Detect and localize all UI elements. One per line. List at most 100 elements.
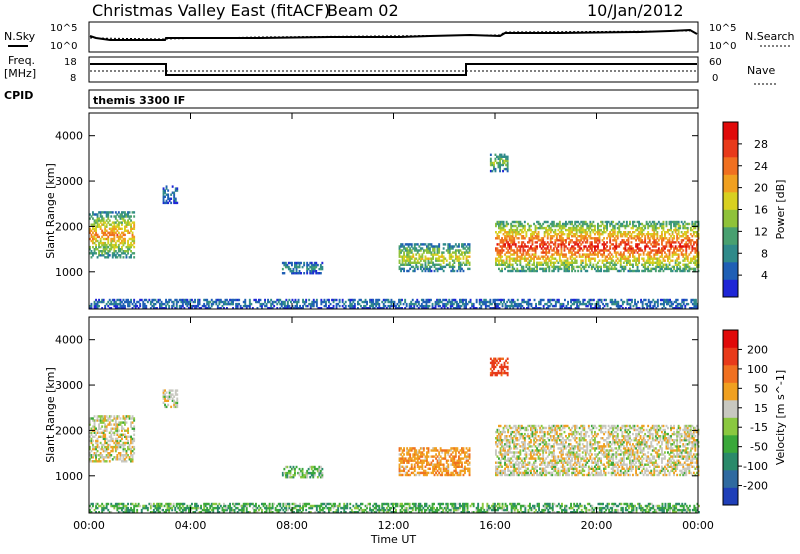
echo-cell-power xyxy=(486,300,489,304)
echo-cell-power xyxy=(456,269,459,273)
echo-cell-power xyxy=(107,241,110,245)
echo-cell-power xyxy=(586,239,589,242)
echo-cell-velocity xyxy=(90,417,93,420)
echo-cell-power xyxy=(401,259,404,262)
echo-cell-power xyxy=(639,226,642,230)
echo-cell-power xyxy=(445,263,448,266)
echo-cell-velocity xyxy=(465,461,468,464)
echo-cell-velocity xyxy=(116,425,119,428)
echo-cell-power xyxy=(688,222,691,226)
echo-cell-power xyxy=(398,298,400,302)
echo-cell-power xyxy=(162,191,165,194)
echo-cell-power xyxy=(276,307,279,310)
echo-cell-power xyxy=(581,255,584,258)
echo-cell-power xyxy=(662,237,665,240)
echo-cell-power xyxy=(434,307,437,310)
echo-cell-power xyxy=(622,269,625,273)
echo-cell-velocity xyxy=(467,467,469,470)
echo-cell-power xyxy=(490,302,493,306)
echo-cell-power xyxy=(694,226,697,230)
echo-cell-power xyxy=(662,245,665,248)
echo-cell-power xyxy=(653,255,656,258)
echo-cell-power xyxy=(114,227,117,230)
echo-cell-power xyxy=(597,247,599,250)
echo-cell-power xyxy=(645,220,648,224)
echo-cell-power xyxy=(429,261,431,264)
echo-cell-power xyxy=(489,169,492,173)
echo-cell-power xyxy=(661,261,663,264)
echo-cell-power xyxy=(665,243,668,246)
echo-cell-power xyxy=(632,220,634,224)
echo-cell-power xyxy=(495,298,498,302)
echo-cell-velocity xyxy=(90,454,93,457)
echo-cell-power xyxy=(458,263,460,266)
echo-cell-power xyxy=(519,263,522,266)
echo-cell-power xyxy=(375,298,378,302)
echo-cell-power xyxy=(557,265,560,269)
echo-cell-power xyxy=(534,237,537,240)
echo-cell-velocity xyxy=(459,459,462,462)
echo-cell-velocity xyxy=(289,465,292,469)
echo-cell-velocity xyxy=(122,415,125,418)
echo-cell-power xyxy=(378,304,381,308)
echo-cell-velocity xyxy=(107,447,110,451)
echo-cell-power xyxy=(531,263,534,266)
echo-cell-velocity xyxy=(114,441,117,445)
echo-cell-power xyxy=(514,233,517,236)
echo-cell-power xyxy=(409,257,412,260)
echo-cell-power xyxy=(641,228,644,232)
echo-cell-power xyxy=(597,245,599,248)
echo-cell-power xyxy=(510,302,513,306)
echo-cell-power xyxy=(92,252,94,255)
echo-cell-power xyxy=(424,300,426,304)
echo-cell-power xyxy=(464,247,466,250)
echo-cell-power xyxy=(560,231,563,234)
echo-cell-power xyxy=(600,224,602,228)
echo-cell-power xyxy=(207,300,210,304)
echo-cell-velocity xyxy=(102,449,105,453)
echo-cell-power xyxy=(679,224,682,228)
echo-cell-power xyxy=(520,255,523,258)
echo-cell-power xyxy=(444,265,447,269)
echo-cell-power xyxy=(676,222,679,226)
echo-cell-power xyxy=(583,247,586,250)
echo-cell-power xyxy=(647,251,650,254)
echo-cell-power xyxy=(325,300,327,304)
echo-cell-power xyxy=(569,220,572,224)
echo-cell-power xyxy=(292,272,295,275)
echo-cell-power xyxy=(352,304,355,308)
echo-cell-power xyxy=(162,187,165,190)
echo-cell-velocity xyxy=(99,419,102,422)
echo-cell-power xyxy=(633,231,636,234)
echo-cell-power xyxy=(616,226,619,230)
echo-cell-power xyxy=(92,231,94,234)
echo-cell-velocity xyxy=(415,461,418,464)
echo-cell-power xyxy=(587,257,590,260)
echo-cell-power xyxy=(499,153,501,156)
echo-cell-velocity xyxy=(99,447,102,451)
echo-cell-power xyxy=(664,231,666,234)
echo-cell-velocity xyxy=(499,451,502,454)
echo-cell-power xyxy=(294,300,297,304)
echo-cell-power xyxy=(512,304,515,308)
echo-cell-power xyxy=(306,261,309,265)
echo-cell-power xyxy=(685,247,688,250)
echo-cell-power xyxy=(676,235,679,238)
echo-cell-power xyxy=(583,267,586,271)
echo-cell-velocity xyxy=(101,454,104,457)
echo-cell-power xyxy=(174,189,177,192)
echo-cell-power xyxy=(331,298,333,302)
echo-cell-power xyxy=(424,255,427,258)
echo-cell-velocity xyxy=(316,469,319,473)
echo-cell-power xyxy=(113,239,116,243)
echo-cell-power xyxy=(539,302,542,306)
echo-cell-velocity xyxy=(102,429,105,432)
echo-cell-velocity xyxy=(495,473,497,477)
echo-cell-power xyxy=(574,298,577,302)
echo-cell-power xyxy=(480,300,483,304)
echo-cell-power xyxy=(661,226,663,230)
echo-cell-velocity xyxy=(162,393,165,396)
echo-cell-velocity xyxy=(500,367,503,371)
echo-cell-power xyxy=(615,263,618,266)
echo-cell-power xyxy=(409,251,412,254)
